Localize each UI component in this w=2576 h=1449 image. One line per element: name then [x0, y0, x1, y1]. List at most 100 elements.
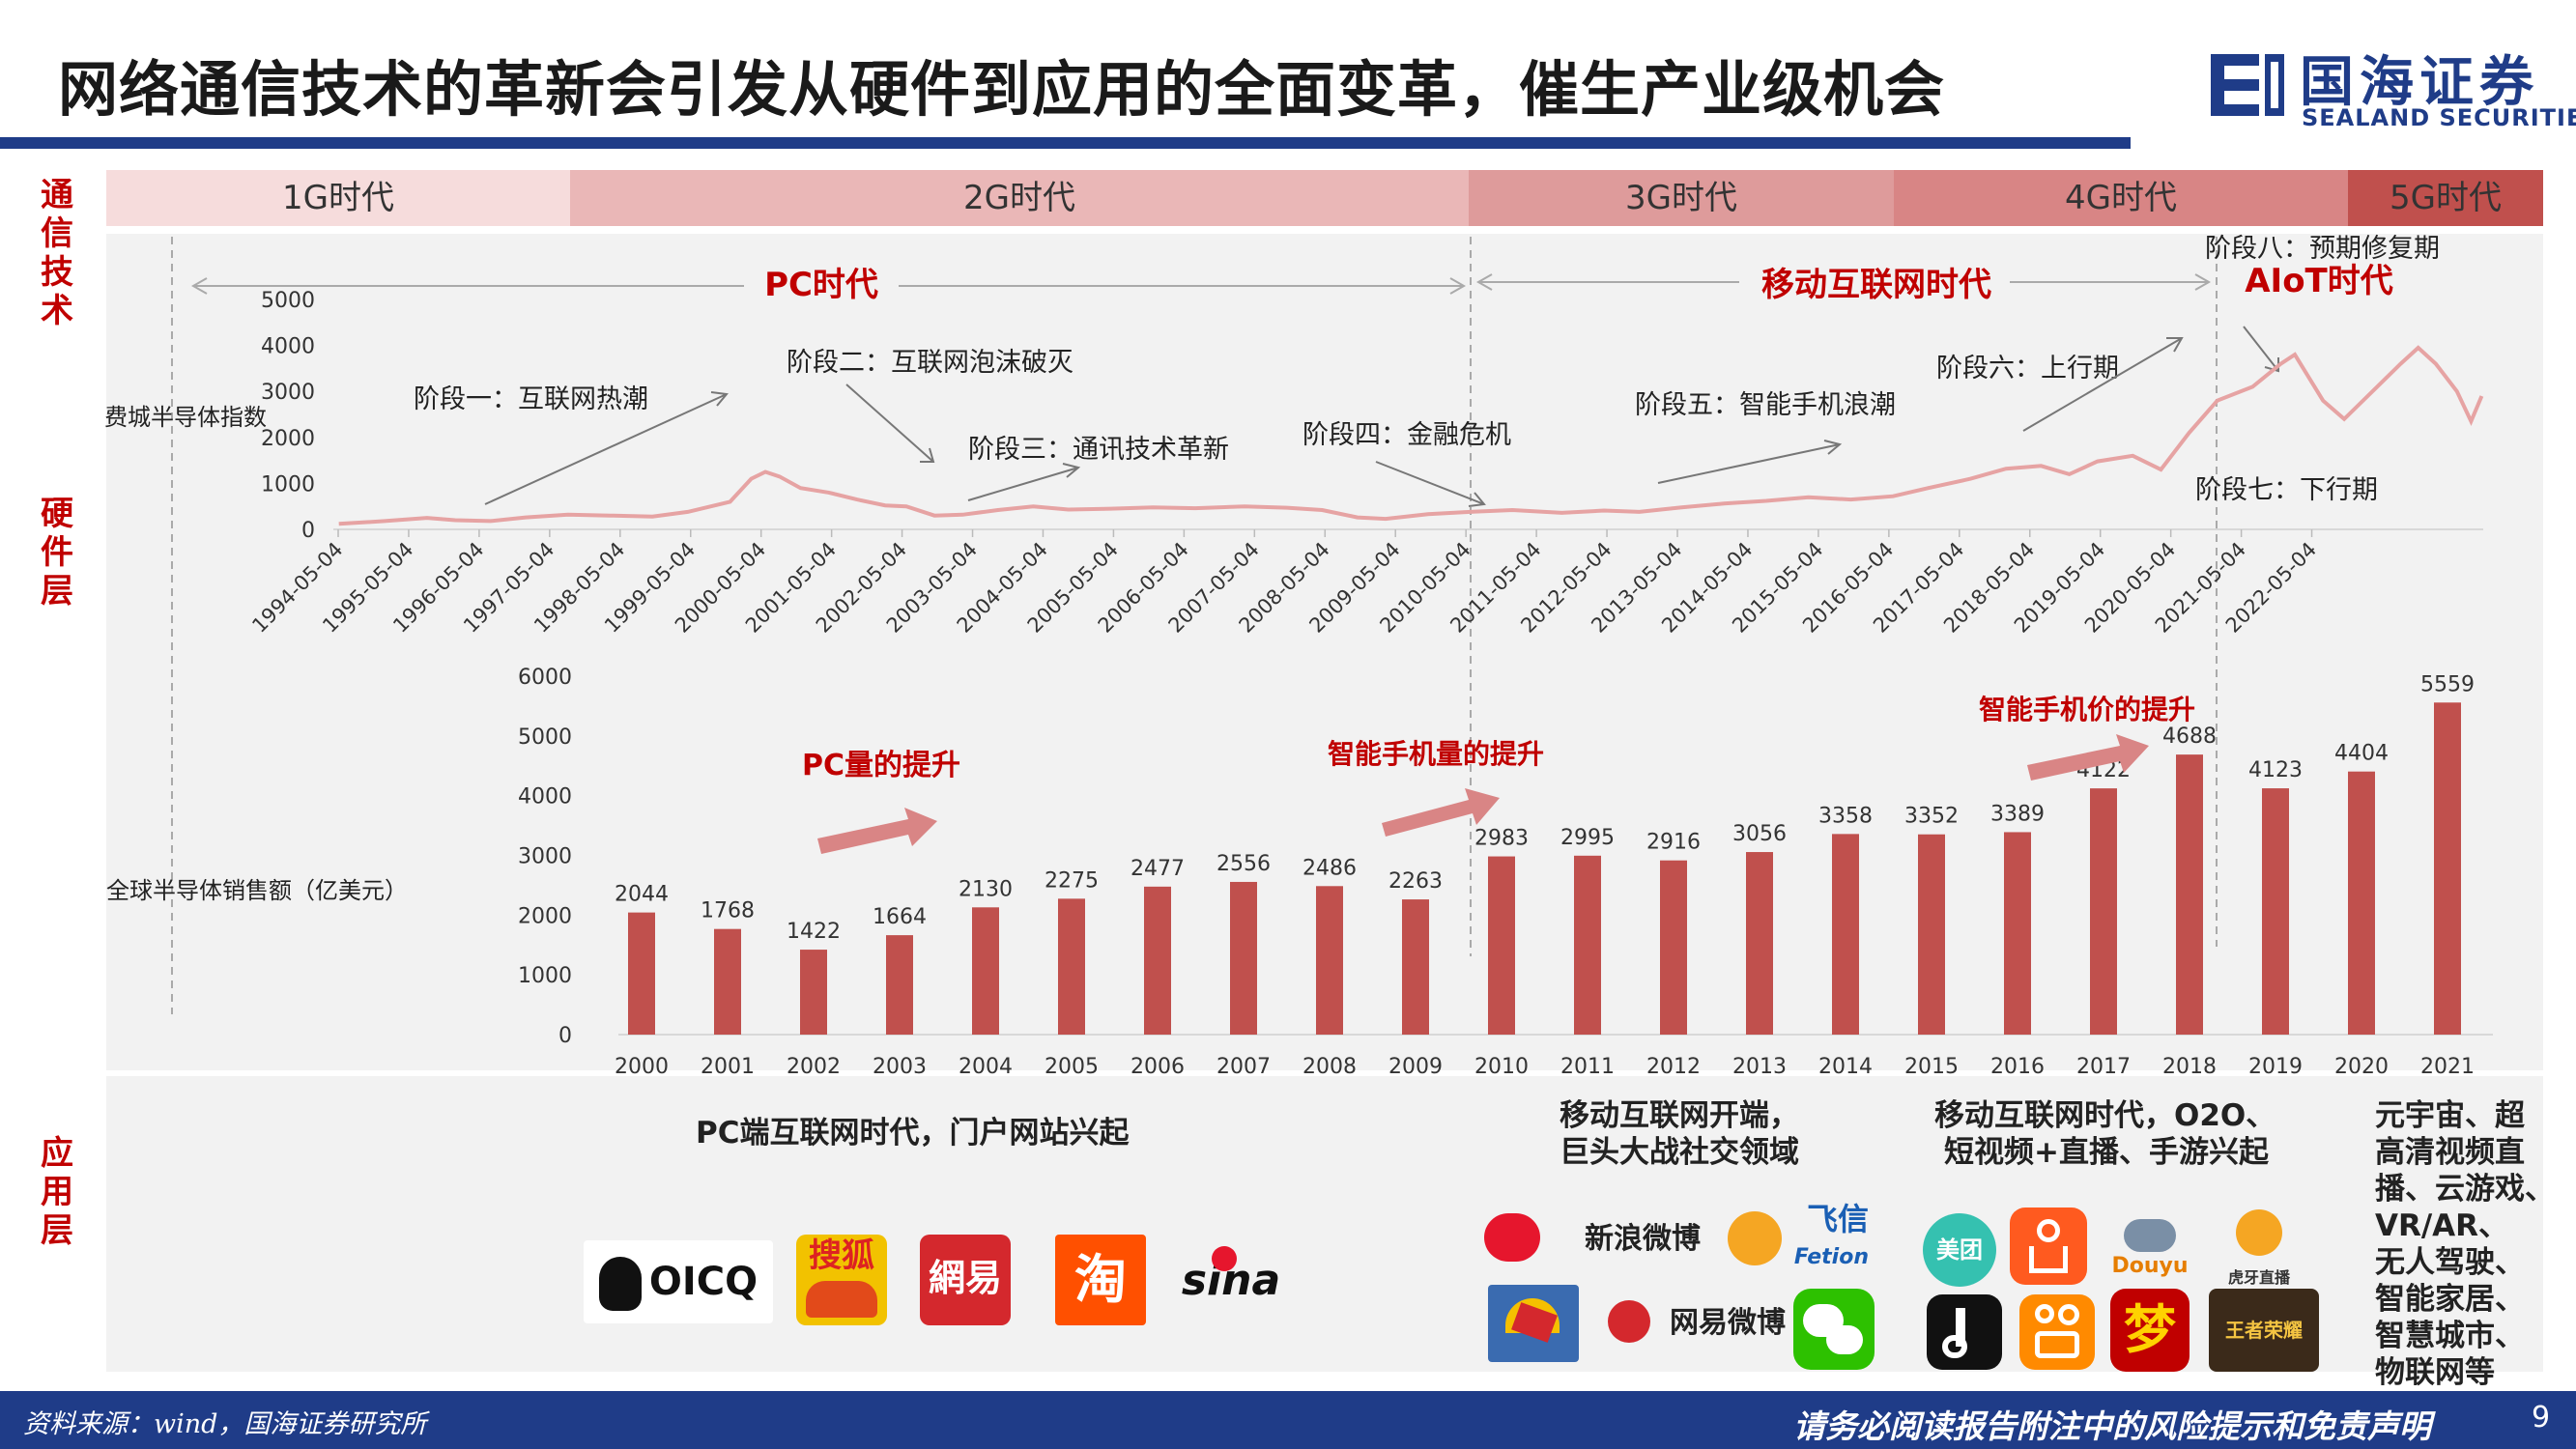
era-3g: 3G时代 — [1469, 170, 1894, 226]
bar-label-2013: 3056 — [1732, 822, 1787, 846]
bar-label-2009: 2263 — [1388, 869, 1443, 894]
bar-y-tick-4: 4000 — [518, 785, 572, 810]
line-y-tick-4: 4000 — [261, 335, 315, 359]
bar-x-tick-2019: 2019 — [2248, 1055, 2303, 1079]
bar-x-tick-2003: 2003 — [873, 1055, 927, 1079]
netease-weibo-logo-icon: 网易微博 — [1602, 1287, 1786, 1360]
bar-label-2003: 1664 — [873, 905, 927, 929]
driver-pc: PC量的提升 — [802, 749, 960, 782]
bar-x-tick-2017: 2017 — [2076, 1055, 2131, 1079]
layer-label-app: 应用层 — [41, 1134, 73, 1250]
logo-en: SEALAND SECURITIES — [2302, 104, 2576, 131]
stage-2: 阶段二：互联网泡沫破灭 — [787, 348, 1073, 378]
bar-2016 — [2004, 832, 2031, 1035]
future-line-3: 播、云游戏、 — [2375, 1172, 2555, 1207]
bar-x-tick-2021: 2021 — [2420, 1055, 2475, 1079]
era-1g: 1G时代 — [106, 170, 570, 226]
epoch-pc: PC时代 — [764, 266, 878, 304]
layer-label-comm: 通信技术 — [41, 176, 73, 330]
bar-y-tick-2: 2000 — [518, 904, 572, 928]
bar-2007 — [1230, 881, 1257, 1035]
douyin-logo-icon — [1927, 1294, 2002, 1370]
line-x-ticks: 1994-05-041995-05-041996-05-041997-05-04… — [247, 529, 2321, 638]
bar-x-tick-2010: 2010 — [1474, 1055, 1529, 1079]
bar-ylabel: 全球半导体销售额（亿美元） — [106, 877, 408, 904]
bar-2015 — [1918, 834, 1945, 1035]
bar-y-tick-3: 3000 — [518, 845, 572, 869]
bar-label-2015: 3352 — [1904, 805, 1959, 829]
wechat-logo-icon — [1793, 1289, 1875, 1370]
bar-x-tick-2004: 2004 — [959, 1055, 1013, 1079]
app-mobile-start-2: 巨头大战社交领域 — [1560, 1135, 1799, 1170]
phone-price-driver-arrow — [2027, 734, 2149, 781]
line-y-tick-3: 3000 — [261, 381, 315, 405]
sohu-logo-icon: 搜狐 — [796, 1235, 887, 1325]
bar-x-tick-2007: 2007 — [1216, 1055, 1271, 1079]
bar-label-2005: 2275 — [1045, 868, 1099, 893]
taobao-logo-icon: 淘 — [1055, 1235, 1146, 1325]
epoch-aiot: AIoT时代 — [2245, 262, 2393, 300]
bar-x-tick-2013: 2013 — [1732, 1055, 1787, 1079]
bar-label-2002: 1422 — [787, 920, 841, 944]
bar-2004 — [972, 907, 999, 1035]
bar-y-tick-6: 6000 — [518, 666, 572, 690]
bar-label-2010: 2983 — [1474, 827, 1529, 851]
stage-arrows — [484, 326, 2279, 507]
footer-disclaimer: 请务必阅读报告附注中的风险提示和免责声明 — [1793, 1407, 2431, 1445]
bar-2011 — [1574, 855, 1601, 1035]
bar-x-tick-2008: 2008 — [1302, 1055, 1357, 1079]
bar-x-tick-2011: 2011 — [1560, 1055, 1615, 1079]
logo-name: 国海证券 — [2300, 51, 2539, 114]
title-divider — [0, 137, 2131, 149]
honor-of-kings-logo-icon: 王者荣耀 — [2209, 1289, 2319, 1372]
bar-2000 — [628, 912, 655, 1035]
bar-y-tick-0: 0 — [558, 1024, 572, 1048]
weibo-logo-icon: 新浪微博 — [1478, 1198, 1701, 1281]
bar-x-tick-2016: 2016 — [1990, 1055, 2045, 1079]
bar-2010 — [1488, 856, 1515, 1035]
future-line-5: 无人驾驶、 — [2375, 1245, 2525, 1280]
line-y-tick-5: 5000 — [261, 289, 315, 313]
bar-label-2011: 2995 — [1560, 826, 1615, 850]
bar-y-tick-5: 5000 — [518, 725, 572, 750]
bar-x-tick-2006: 2006 — [1131, 1055, 1185, 1079]
charts-canvas: PC时代 移动互联网时代 AIoT时代 阶段一：互联网热潮 阶段二：互联网泡沫破… — [104, 234, 2493, 1079]
future-line-8: 物联网等 — [2375, 1355, 2495, 1390]
driver-phone-volume: 智能手机量的提升 — [1328, 738, 1544, 770]
bar-label-2004: 2130 — [959, 877, 1013, 901]
layer-label-hardware: 硬件层 — [41, 495, 73, 611]
bar-2005 — [1058, 898, 1085, 1035]
bar-x-tick-2020: 2020 — [2334, 1055, 2389, 1079]
bar-label-2008: 2486 — [1302, 856, 1357, 880]
kuaishou-like-icon — [2010, 1208, 2087, 1285]
line-y-ticks: 0 1000 2000 3000 4000 5000 — [261, 289, 315, 543]
line-y-tick-1: 1000 — [261, 472, 315, 497]
bar-y-tick-1: 1000 — [518, 964, 572, 988]
bar-label-2012: 2916 — [1646, 831, 1701, 855]
douyu-logo-icon: Douyu — [2108, 1213, 2191, 1281]
stage-6: 阶段六：上行期 — [1936, 354, 2119, 384]
bar-2020 — [2348, 771, 2375, 1035]
pc-arrowhead-left — [190, 277, 208, 295]
bar-2006 — [1144, 886, 1171, 1035]
bar-2003 — [886, 935, 913, 1035]
future-line-7: 智慧城市、 — [2375, 1319, 2525, 1353]
bar-2008 — [1316, 886, 1343, 1035]
stage-4: 阶段四：金融危机 — [1302, 420, 1511, 450]
app-mobile-era-2: 短视频+直播、手游兴起 — [1944, 1135, 2269, 1170]
netease-logo-icon: 網易 — [920, 1235, 1011, 1325]
bar-2009 — [1402, 899, 1429, 1035]
future-line-4: VR/AR、 — [2375, 1208, 2509, 1243]
footer-bar — [0, 1391, 2576, 1449]
bar-label-2006: 2477 — [1131, 857, 1185, 881]
bar-label-2018: 4688 — [2162, 724, 2217, 749]
bar-2001 — [714, 928, 741, 1035]
qzone-logo-icon — [1488, 1285, 1579, 1362]
bar-x-tick-2000: 2000 — [615, 1055, 669, 1079]
meituan-logo-icon: 美团 — [1923, 1213, 1996, 1287]
stage-8: 阶段八：预期修复期 — [2205, 234, 2440, 264]
oicq-logo-icon: OICQ — [584, 1240, 773, 1323]
phone-volume-driver-arrow — [1382, 788, 1500, 837]
bar-2014 — [1832, 834, 1859, 1035]
bar-x-tick-2014: 2014 — [1818, 1055, 1873, 1079]
